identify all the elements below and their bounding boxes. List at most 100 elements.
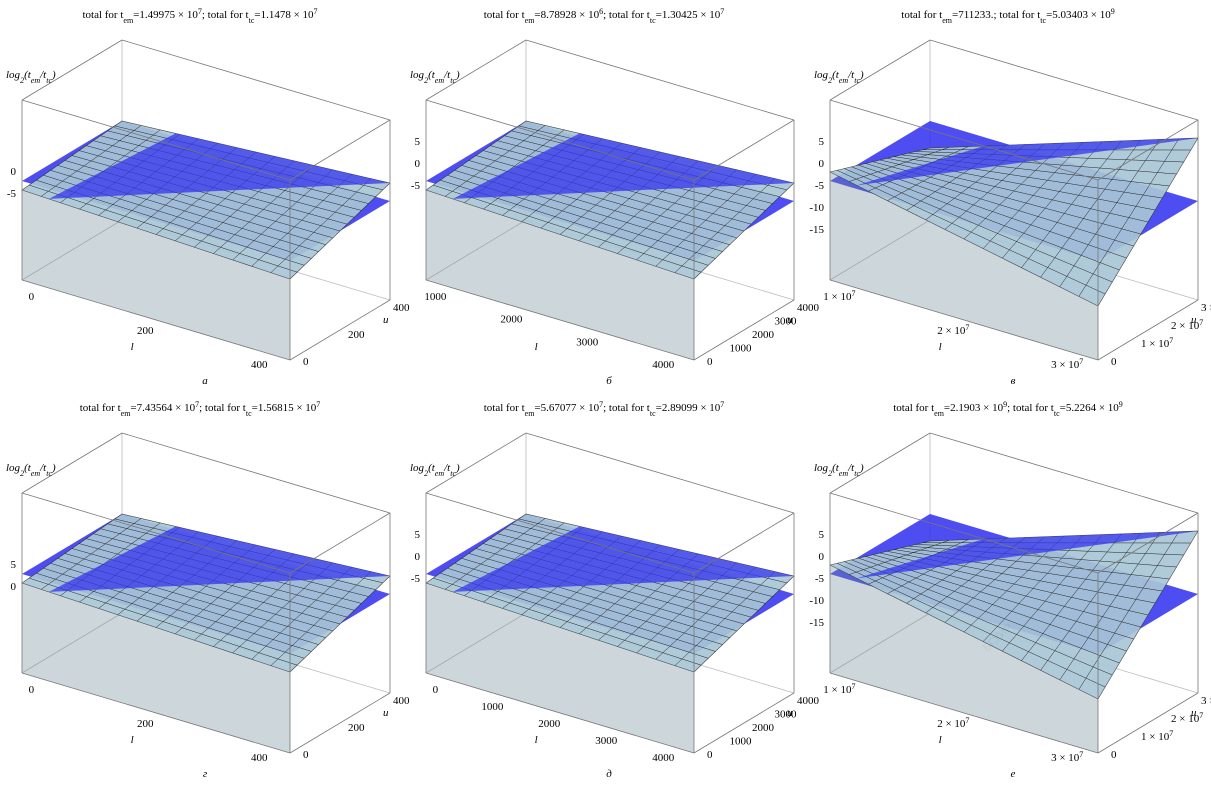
tick-label: 200: [137, 325, 154, 337]
text-run: =1.56815 × 10: [252, 402, 317, 414]
mesh-line: [1021, 140, 1122, 268]
tick-label: 2000: [752, 329, 775, 341]
panel: total for tem=711233.; total for ttc=5.0…: [809, 7, 1211, 388]
text-run: =1.49975 × 10: [133, 9, 198, 21]
box-edge: [21, 39, 123, 101]
box-edge: [289, 119, 391, 181]
u-axis-label: u: [787, 707, 793, 719]
tick-exponent: 7: [852, 289, 856, 298]
panel-title: total for tem=711233.; total for ttc=5.0…: [901, 7, 1114, 25]
mesh-line: [1078, 138, 1180, 297]
box-edge: [21, 672, 291, 754]
text-run: ; total for t: [202, 9, 249, 21]
box-edge: [829, 99, 1099, 181]
subscript: tc: [450, 469, 456, 478]
subscript: tc: [1054, 409, 1060, 418]
tick-label: 0: [415, 158, 421, 170]
subscript: tc: [450, 76, 456, 85]
tick-label: -15: [809, 224, 824, 236]
tick-label: 200: [137, 718, 154, 730]
text-run: ): [51, 69, 56, 81]
tick-exponent: 7: [965, 323, 969, 332]
box-edge: [829, 672, 1099, 754]
text-run: log: [410, 69, 425, 81]
box-edge: [1097, 299, 1199, 361]
text-run: /t: [443, 462, 451, 474]
box-edge: [21, 492, 291, 574]
box-edge: [829, 39, 931, 101]
subscript: em: [31, 469, 41, 478]
mesh-line: [1078, 531, 1180, 690]
tick-exponent: 7: [1079, 357, 1083, 366]
tick-label: 4000: [797, 695, 820, 707]
tick-label: 400: [251, 752, 268, 764]
panel-letter: в: [1011, 375, 1016, 387]
tick-base: 3 × 10: [1201, 695, 1211, 707]
text-run: ; total for t: [199, 402, 246, 414]
tick-label: -5: [411, 573, 421, 585]
subscript: tc: [246, 409, 252, 418]
tick-label: 1000: [730, 343, 753, 355]
tick-label: 5: [11, 559, 17, 571]
tick-label: -15: [809, 617, 824, 629]
tick-base: 1 × 10: [823, 684, 852, 696]
tick-label: 400: [393, 302, 410, 314]
box-edge: [21, 279, 291, 361]
superscript: 7: [314, 7, 318, 16]
box-edge: [425, 492, 695, 574]
reference-plane-overlap: [856, 531, 1198, 579]
z-axis-label: log2(tem/ttc): [814, 69, 864, 85]
text-run: ): [859, 462, 864, 474]
superscript: 7: [720, 400, 724, 409]
box-edge: [693, 512, 795, 574]
panel-title: total for tem=5.67077 × 107; total for t…: [484, 400, 725, 418]
tick-label: 0: [433, 684, 439, 696]
subscript: 2: [20, 76, 24, 85]
mesh-line: [982, 142, 1084, 249]
text-run: ): [455, 69, 460, 81]
u-axis-label: u: [383, 707, 389, 719]
mesh-line: [1040, 532, 1141, 671]
tick-label: -5: [815, 180, 825, 192]
u-axis-label: u: [1191, 314, 1197, 326]
text-run: ; total for t: [1007, 402, 1054, 414]
tick-base: 2 × 10: [1171, 320, 1200, 332]
box-edge: [829, 432, 931, 494]
box-edge: [21, 219, 123, 281]
tick-label: 5: [415, 136, 421, 148]
box-edge: [693, 119, 795, 181]
box-edge: [525, 39, 795, 121]
skirt: [426, 190, 694, 360]
box-edge: [289, 512, 391, 574]
box-edge: [425, 39, 527, 101]
text-run: =5.2264 × 10: [1060, 402, 1120, 414]
superscript: 7: [316, 400, 320, 409]
mesh-line: [1021, 533, 1122, 661]
text-run: log: [6, 462, 21, 474]
tick-label: 400: [251, 359, 268, 371]
superscript: 7: [599, 400, 603, 409]
tick-label: 3 × 107: [1051, 357, 1083, 372]
box-edge: [425, 612, 527, 674]
mesh-line: [251, 173, 352, 267]
text-run: log: [814, 69, 829, 81]
tick-label: 3 × 107: [1051, 750, 1083, 765]
tick-base: 1 × 10: [1141, 338, 1170, 350]
subscript: em: [934, 409, 945, 418]
text-run: =711233.; total for t: [952, 9, 1040, 21]
panel: total for tem=7.43564 × 107; total for t…: [6, 400, 410, 781]
tick-label: 2 × 107: [937, 716, 969, 731]
box-edge: [425, 672, 695, 754]
text-run: =1.30425 × 10: [656, 9, 721, 21]
mesh-line: [270, 178, 372, 273]
tick-label: 0: [29, 291, 35, 303]
tick-label: 4000: [652, 359, 675, 371]
panel: total for tem=1.49975 × 107; total for t…: [6, 7, 410, 388]
box-edge: [1097, 692, 1199, 754]
tick-label: 5: [819, 529, 825, 541]
tick-label: 1000: [424, 291, 447, 303]
z-axis-label: log2(tem/ttc): [6, 462, 56, 478]
text-run: (t: [24, 462, 32, 474]
subscript: em: [435, 469, 445, 478]
tick-base: 2 × 10: [937, 325, 966, 337]
